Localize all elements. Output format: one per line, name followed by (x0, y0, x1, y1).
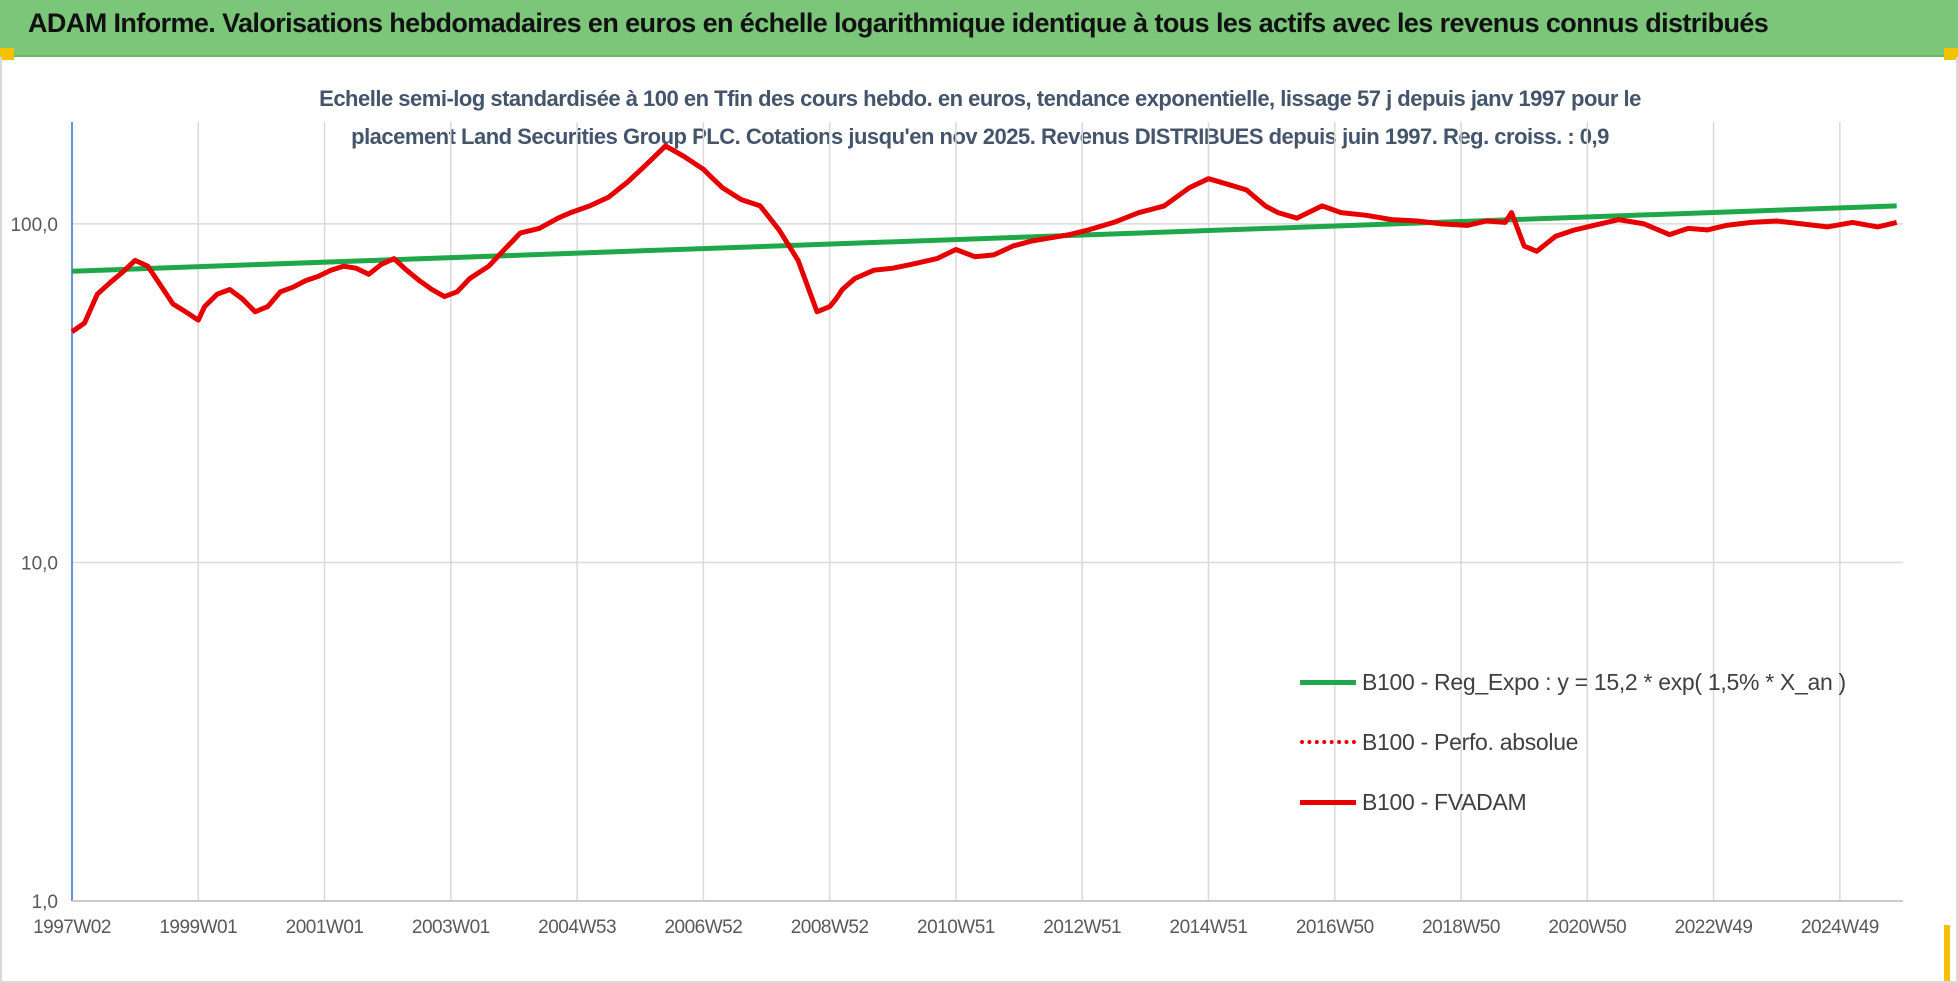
x-tick-label: 1997W02 (33, 917, 111, 938)
corner-marker-top-left (0, 48, 14, 60)
series-line-fvadam (70, 143, 1898, 334)
chart-legend: B100 - Reg_Expo : y = 15,2 * exp( 1,5% *… (1300, 652, 1846, 832)
legend-label-reg-expo: B100 - Reg_Expo : y = 15,2 * exp( 1,5% *… (1362, 668, 1846, 695)
chart-title-line-2: placement Land Securities Group PLC. Cot… (351, 124, 1609, 149)
x-tick-label: 2014W51 (1170, 917, 1248, 938)
x-tick-label: 2008W52 (791, 917, 869, 938)
x-tick-label: 2006W52 (664, 917, 742, 938)
x-tick-label: 2012W51 (1043, 917, 1121, 938)
legend-item-fvadam: B100 - FVADAM (1300, 772, 1846, 832)
corner-marker-bottom-right (1944, 925, 1950, 983)
x-tick-label: 2018W50 (1422, 917, 1500, 938)
y-tick-label: 1,0 (32, 892, 58, 913)
x-tick-label: 2022W49 (1675, 917, 1753, 938)
legend-label-perfo-absolue: B100 - Perfo. absolue (1362, 728, 1579, 755)
x-tick-label: 2010W51 (917, 917, 995, 938)
legend-item-reg-expo: B100 - Reg_Expo : y = 15,2 * exp( 1,5% *… (1300, 652, 1846, 712)
series-line-reg-expo (71, 203, 1897, 274)
x-tick-label: 2001W01 (286, 917, 364, 938)
y-tick-label: 10,0 (21, 553, 58, 574)
chart-frame (0, 57, 1958, 983)
y-tick-label: 100,0 (10, 215, 58, 236)
legend-item-perfo-absolue: B100 - Perfo. absolue (1300, 712, 1846, 772)
report-header: ADAM Informe. Valorisations hebdomadaire… (0, 0, 1958, 57)
x-tick-label: 2024W49 (1801, 917, 1879, 938)
legend-label-fvadam: B100 - FVADAM (1362, 788, 1527, 815)
x-tick-label: 2016W50 (1296, 917, 1374, 938)
legend-swatch-green-solid (1300, 679, 1356, 685)
legend-swatch-red-solid (1300, 799, 1356, 805)
corner-marker-top-right (1944, 48, 1958, 60)
chart-title-line-1: Echelle semi-log standardisée à 100 en T… (319, 86, 1641, 111)
legend-swatch-red-dotted (1300, 740, 1356, 744)
x-tick-label: 2003W01 (412, 917, 490, 938)
x-tick-label: 2020W50 (1548, 917, 1626, 938)
x-tick-label: 2004W53 (538, 917, 616, 938)
report-title: ADAM Informe. Valorisations hebdomadaire… (28, 8, 1769, 38)
x-tick-label: 1999W01 (159, 917, 237, 938)
